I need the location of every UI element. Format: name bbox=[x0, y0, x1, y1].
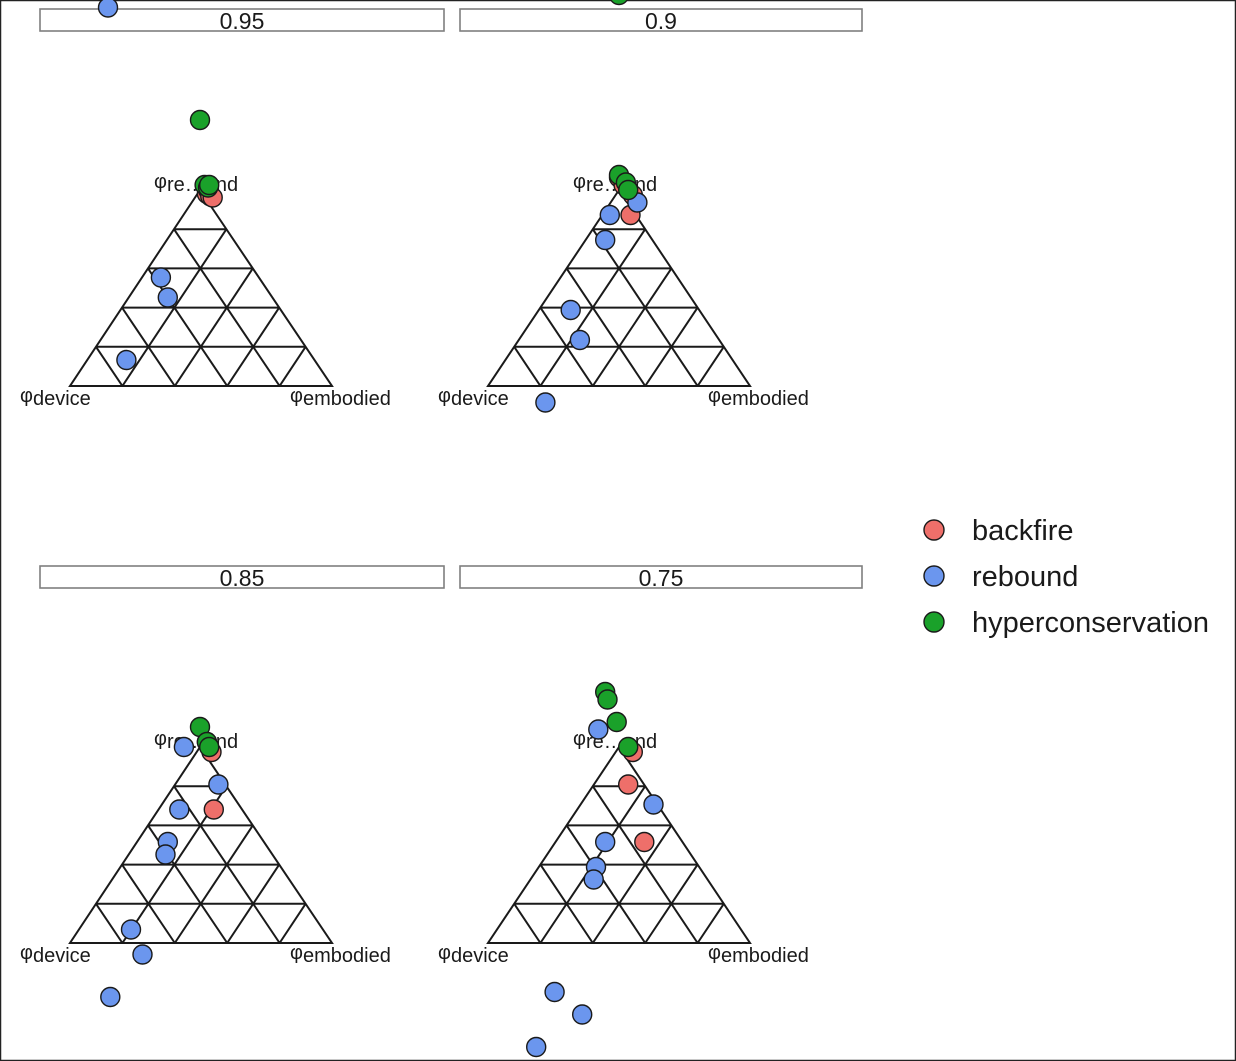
grid-line bbox=[173, 824, 254, 944]
facet-strip-label: 0.95 bbox=[220, 8, 265, 34]
data-point-rebound bbox=[173, 736, 195, 758]
facet-strip-label: 0.75 bbox=[639, 565, 684, 591]
data-point-rebound bbox=[100, 986, 121, 1008]
facet-panel: 0.9φre…endφdeviceφembodied bbox=[438, 0, 863, 413]
axis-label-right: φembodied bbox=[290, 385, 391, 410]
facet-strip bbox=[39, 8, 445, 32]
grid-line bbox=[173, 267, 254, 387]
data-point-backfire bbox=[203, 799, 225, 820]
legend-key-hyperconservation bbox=[923, 611, 945, 633]
grid-line bbox=[565, 267, 647, 387]
grid-line bbox=[513, 346, 542, 387]
facet-panels: 0.95φre…endφdeviceφembodied0.9φre…endφde… bbox=[20, 0, 863, 1058]
data-point-hyperconservation bbox=[597, 689, 618, 710]
data-point-rebound bbox=[560, 299, 581, 321]
grid-line bbox=[696, 903, 725, 944]
data-point-rebound bbox=[120, 919, 142, 940]
data-point-hyperconservation bbox=[198, 174, 220, 196]
data-point-rebound bbox=[169, 799, 190, 820]
grid-line bbox=[95, 903, 124, 944]
ternary-grid bbox=[486, 745, 752, 944]
ternary-outline bbox=[68, 188, 334, 387]
axis-label-left: φdevice bbox=[20, 385, 91, 410]
facet-strip bbox=[459, 565, 863, 589]
legend-label: hyperconservation bbox=[972, 607, 1209, 639]
data-point-hyperconservation bbox=[606, 711, 627, 733]
ternary-grid bbox=[68, 188, 334, 387]
axis-label-left: φdevice bbox=[438, 385, 509, 410]
grid-line bbox=[95, 346, 124, 387]
data-point-rebound bbox=[643, 794, 664, 815]
facet-panel: 0.75φre…endφdeviceφembodied bbox=[438, 565, 863, 1058]
data-point-backfire bbox=[634, 831, 655, 853]
facet-panel: 0.95φre…endφdeviceφembodied bbox=[20, 0, 445, 410]
axis-label-right: φembodied bbox=[708, 385, 809, 410]
data-points bbox=[97, 0, 223, 371]
ternary-outline bbox=[68, 745, 334, 944]
facet-panel: 0.85φre…endφdeviceφembodied bbox=[20, 565, 445, 1008]
grid-line bbox=[696, 346, 725, 387]
axis-label-left: φdevice bbox=[438, 942, 509, 967]
axis-label-right: φembodied bbox=[708, 942, 809, 967]
legend: backfire rebound hyperconservation bbox=[923, 515, 1209, 639]
data-point-rebound bbox=[583, 869, 604, 890]
data-point-backfire bbox=[618, 774, 639, 795]
data-point-rebound bbox=[595, 229, 616, 251]
data-point-rebound bbox=[208, 774, 229, 795]
data-point-rebound bbox=[150, 267, 172, 288]
axis-label-right: φembodied bbox=[290, 942, 391, 967]
legend-label: rebound bbox=[972, 561, 1078, 593]
facet-strip-label: 0.9 bbox=[645, 8, 677, 34]
grid-line bbox=[591, 267, 673, 387]
ternary-outline bbox=[486, 188, 752, 387]
data-point-rebound bbox=[535, 392, 556, 413]
facet-strip-label: 0.85 bbox=[220, 565, 265, 591]
facet-strip bbox=[459, 8, 863, 32]
data-point-rebound bbox=[97, 0, 119, 18]
grid-line bbox=[513, 903, 542, 944]
data-point-hyperconservation bbox=[618, 736, 639, 758]
ternary-outline bbox=[486, 745, 752, 944]
legend-key-rebound bbox=[923, 565, 945, 587]
data-point-rebound bbox=[132, 944, 153, 965]
axis-label-left: φdevice bbox=[20, 942, 91, 967]
ternary-grid bbox=[68, 745, 334, 944]
ternary-grid bbox=[486, 188, 752, 387]
legend-label: backfire bbox=[972, 515, 1074, 547]
data-point-rebound bbox=[526, 1036, 547, 1058]
data-point-rebound bbox=[595, 831, 616, 853]
grid-line bbox=[278, 346, 307, 387]
data-point-rebound bbox=[157, 287, 179, 308]
data-point-rebound bbox=[155, 844, 176, 865]
legend-key-backfire bbox=[923, 519, 945, 541]
grid-line bbox=[278, 903, 307, 944]
facet-strip bbox=[39, 565, 445, 589]
data-point-rebound bbox=[544, 981, 565, 1003]
grid-line bbox=[147, 267, 229, 387]
grid-line bbox=[565, 824, 647, 944]
grid-line bbox=[591, 824, 673, 944]
data-point-rebound bbox=[569, 329, 591, 351]
data-point-hyperconservation bbox=[610, 0, 628, 6]
data-points bbox=[535, 0, 648, 413]
data-point-hyperconservation bbox=[618, 179, 639, 201]
data-point-rebound bbox=[572, 1004, 593, 1025]
data-point-rebound bbox=[599, 204, 620, 226]
data-points bbox=[526, 681, 664, 1058]
data-point-hyperconservation bbox=[198, 736, 220, 758]
data-point-rebound bbox=[588, 719, 609, 740]
data-point-hyperconservation bbox=[189, 109, 211, 131]
data-point-rebound bbox=[116, 349, 137, 371]
data-points bbox=[100, 716, 229, 1008]
